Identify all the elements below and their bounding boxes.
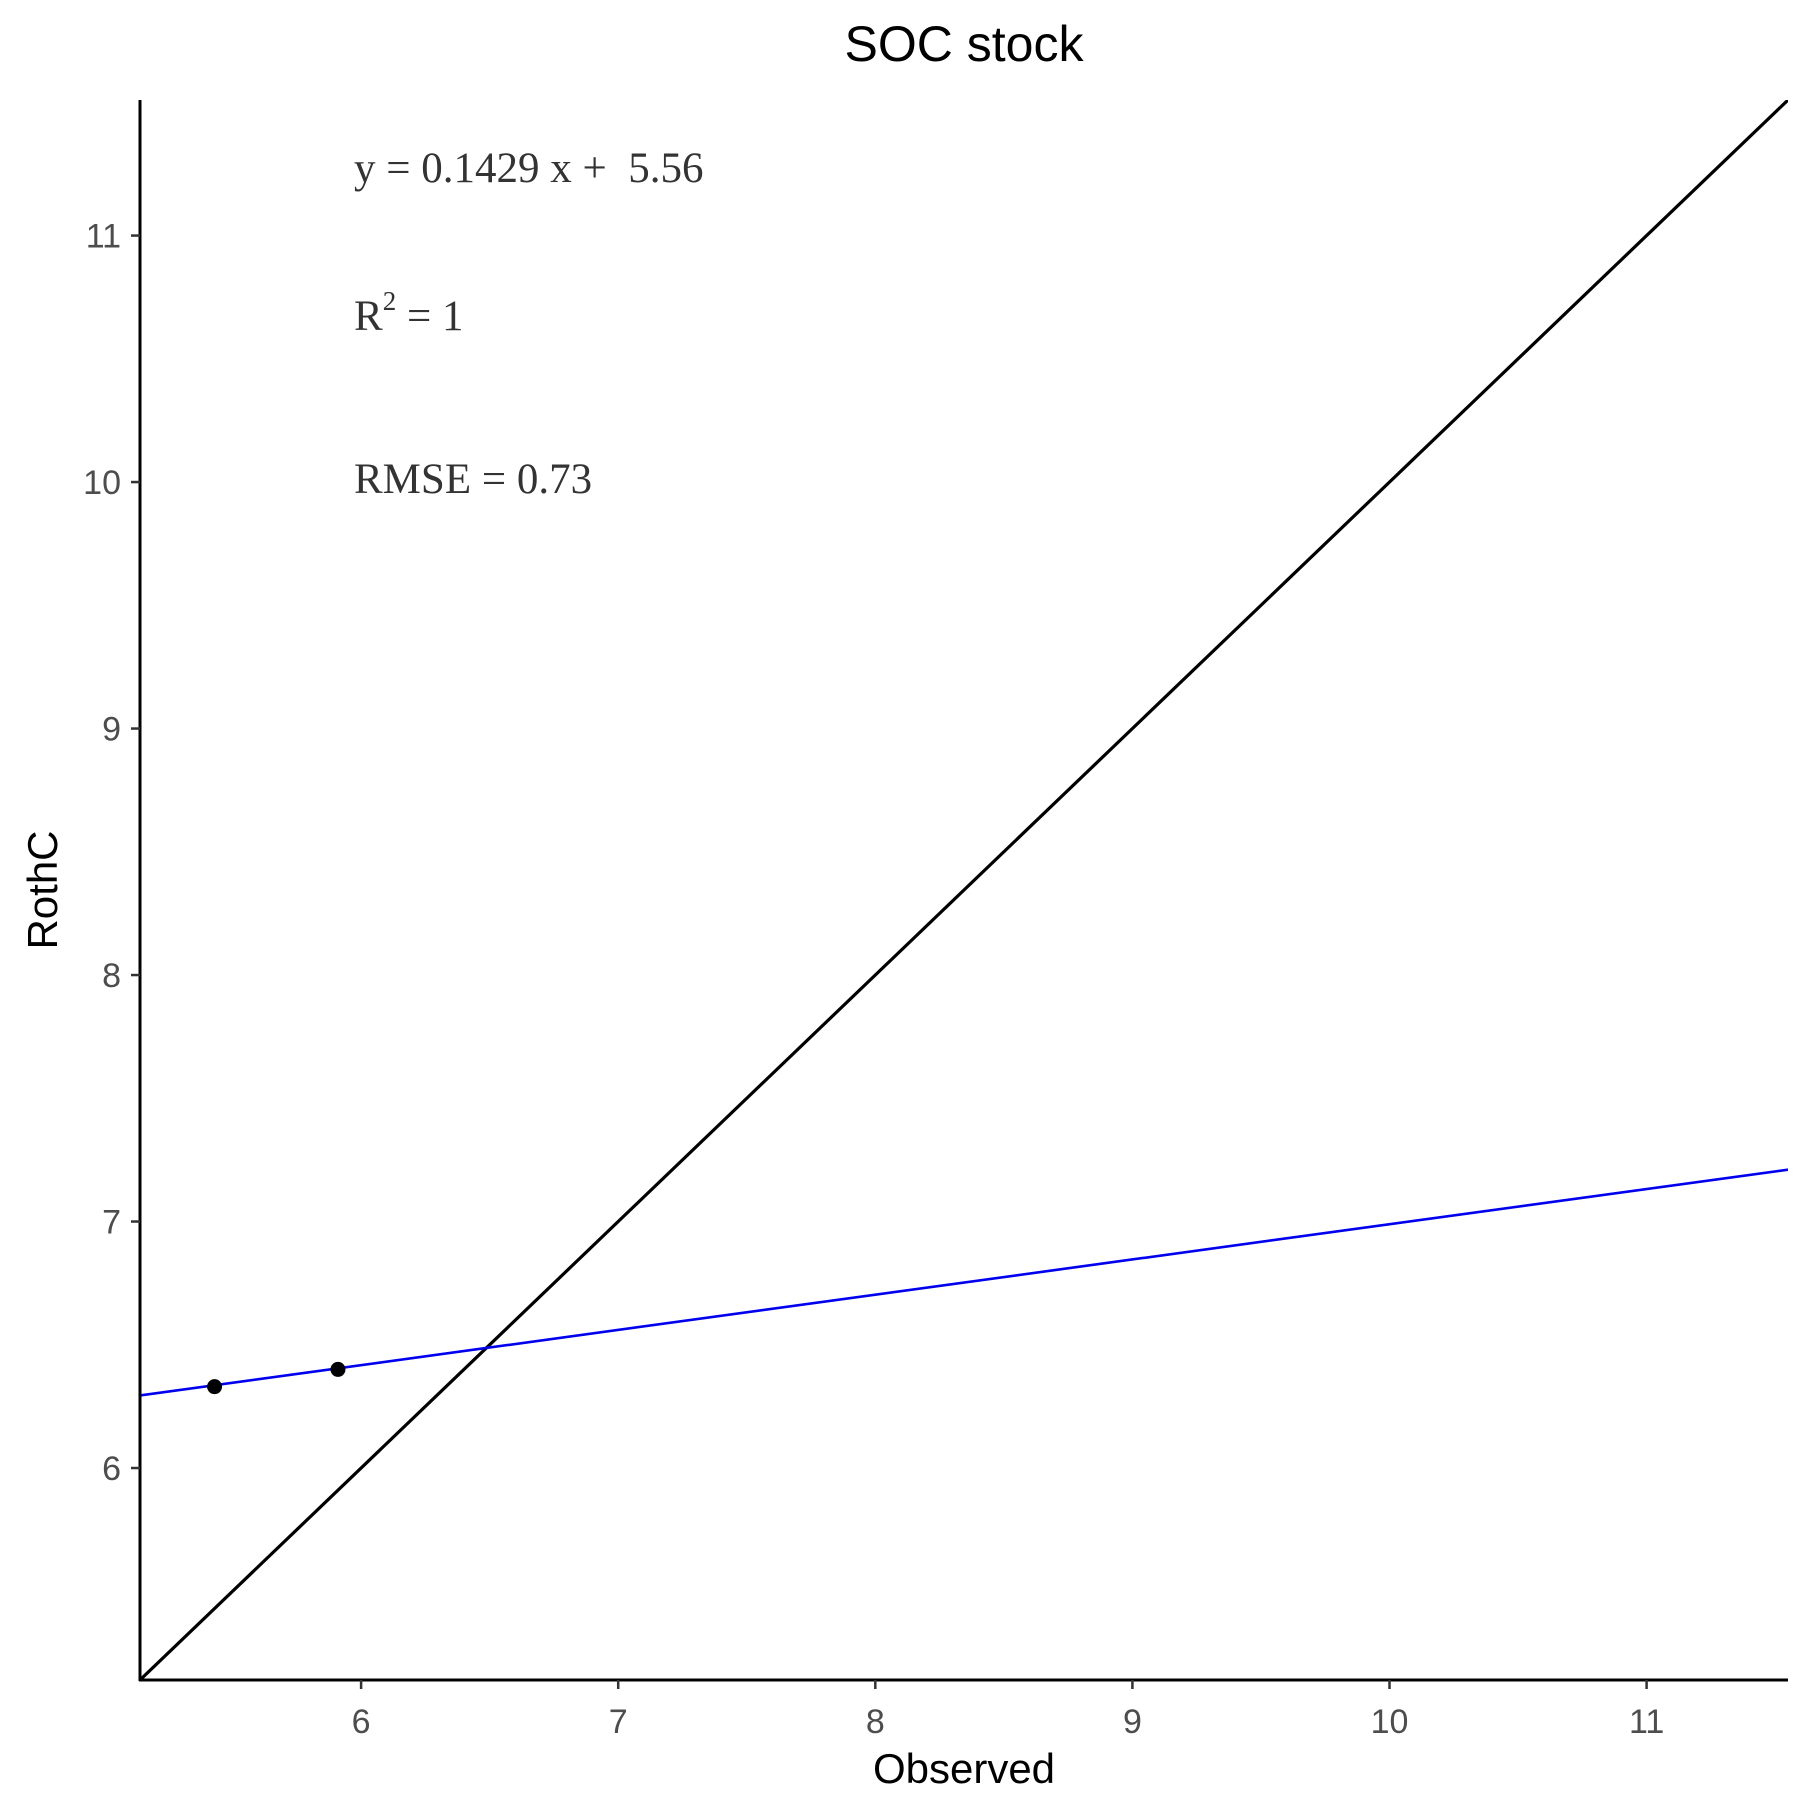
chart-title: SOC stock — [845, 16, 1085, 72]
y-tick-label: 7 — [102, 1204, 121, 1242]
y-tick-label: 11 — [86, 218, 121, 256]
x-tick-label: 6 — [352, 1703, 371, 1741]
y-tick-label: 8 — [102, 957, 121, 995]
identity-line — [140, 100, 1788, 1680]
r-squared-value: = 1 — [396, 293, 463, 340]
x-tick-label: 7 — [609, 1703, 628, 1741]
x-tick-label: 10 — [1371, 1703, 1409, 1741]
rmse-annotation: RMSE = 0.73 — [354, 456, 592, 503]
r-squared-base: R — [354, 293, 383, 340]
plot-lines — [140, 100, 1788, 1680]
equation-annotation: y = 0.1429 x + 5.56 — [354, 145, 704, 192]
x-tick-label: 11 — [1629, 1703, 1664, 1741]
y-tick-label: 6 — [102, 1450, 121, 1488]
x-tick-label: 8 — [866, 1703, 885, 1741]
data-point — [330, 1361, 346, 1377]
x-axis-ticks: 6 7 8 9 10 11 — [352, 1680, 1664, 1741]
y-axis-label: RothC — [19, 830, 66, 949]
x-axis-label: Observed — [873, 1745, 1055, 1792]
x-tick-label: 9 — [1123, 1703, 1142, 1741]
regression-line — [140, 1168, 1788, 1397]
r-squared-superscript: 2 — [383, 286, 397, 316]
y-tick-label: 10 — [83, 464, 121, 502]
r-squared-annotation: R2 = 1 — [354, 286, 463, 340]
y-axis-ticks: 6 7 8 9 10 11 — [83, 218, 140, 1488]
y-tick-label: 9 — [102, 711, 121, 749]
data-point — [207, 1379, 223, 1395]
data-points — [207, 1361, 346, 1395]
